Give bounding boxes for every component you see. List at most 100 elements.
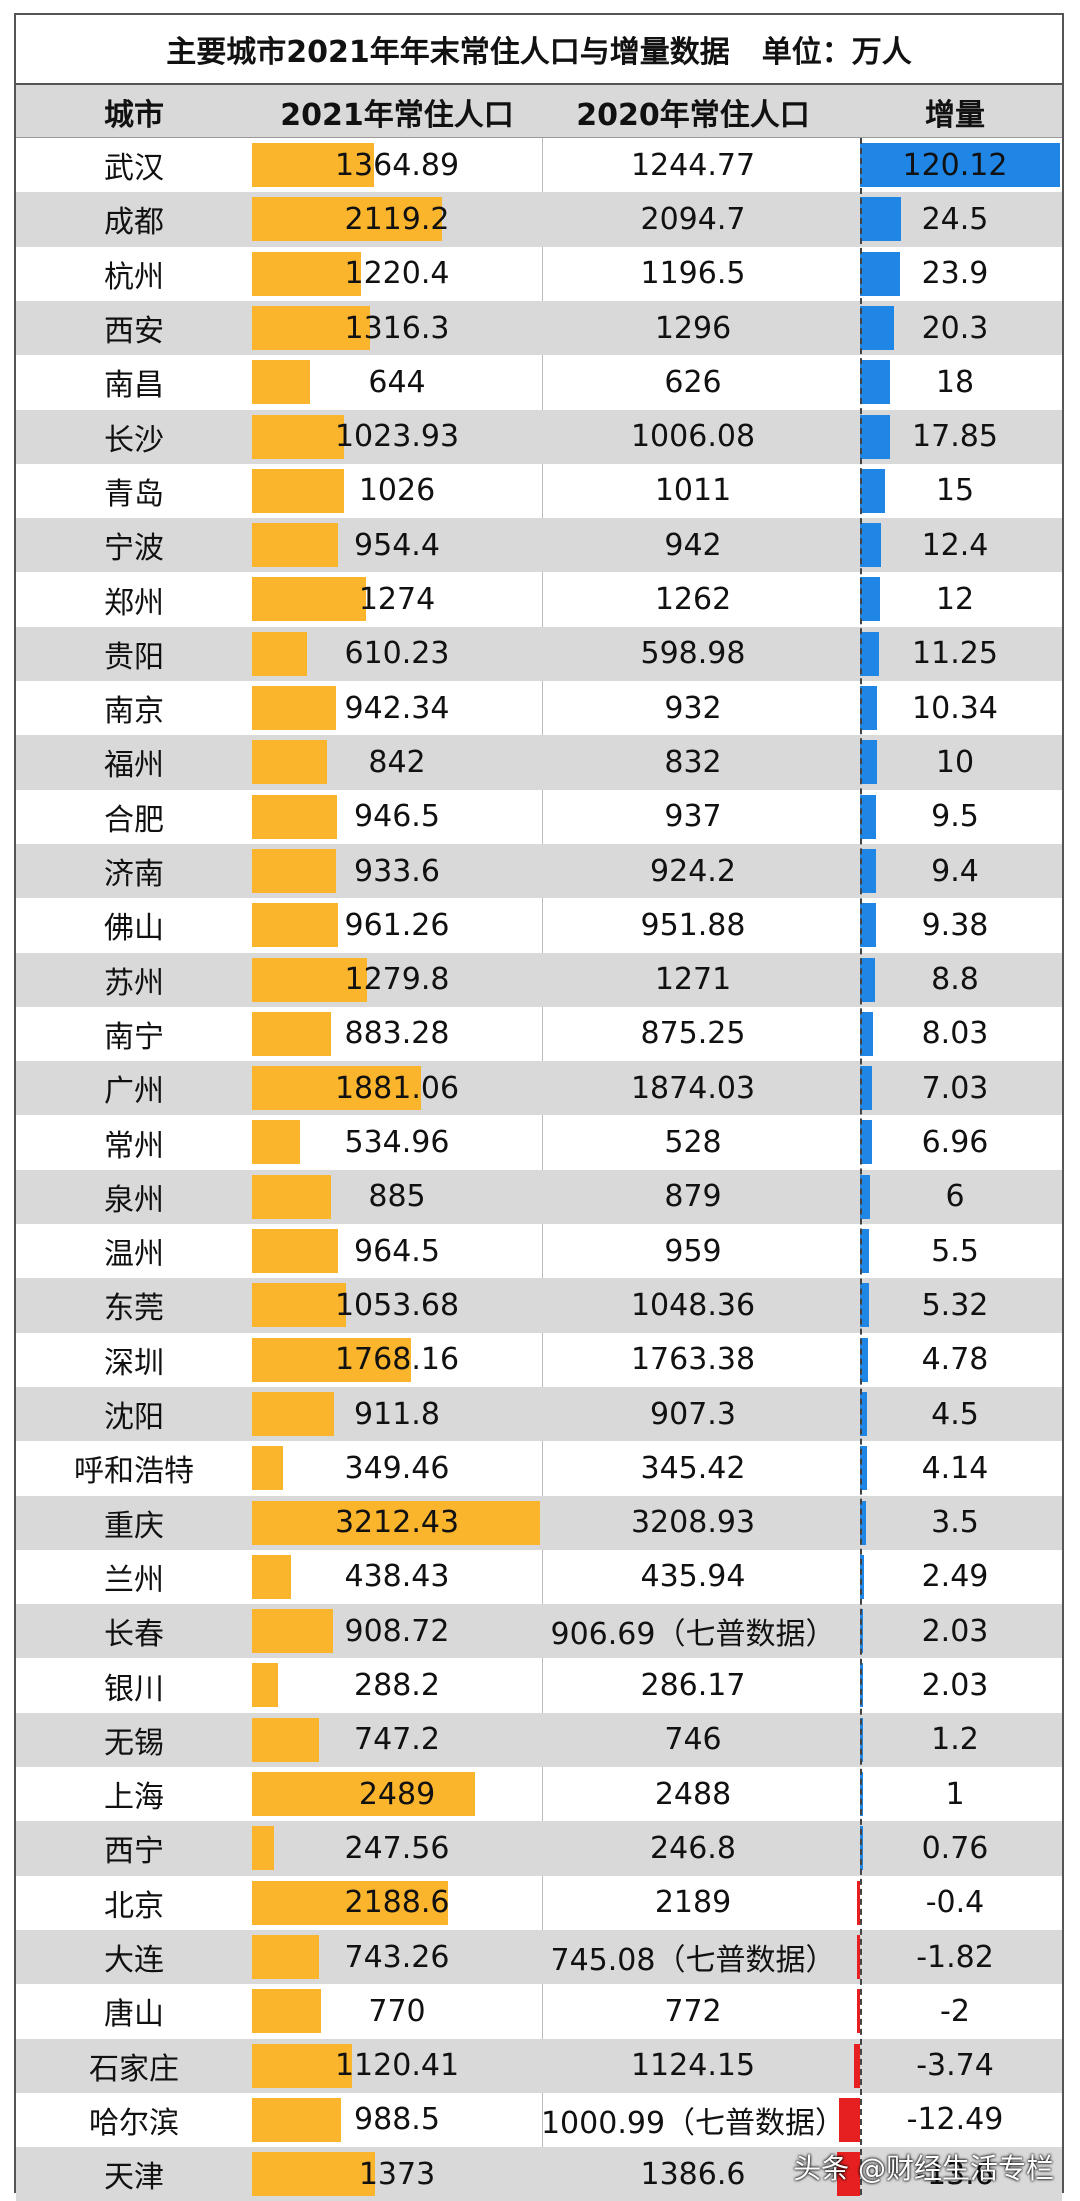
pop2021-cell: 247.56 [344, 1830, 450, 1866]
pop2021-cell: 2188.6 [344, 1885, 450, 1921]
pop2021-cell: 349.46 [344, 1450, 450, 1486]
table-row: 无锡 747.2 746 1.2 [16, 1712, 1062, 1767]
city-cell: 南昌 [104, 368, 164, 404]
increase-cell: 12 [935, 582, 975, 618]
increase-cell: 9.5 [931, 799, 979, 835]
table-row: 西安 1316.3 1296 20.3 [16, 300, 1062, 356]
unit-text: 单位：万人 [761, 35, 912, 70]
city-cell: 重庆 [104, 1508, 164, 1544]
pop2020-cell: 959 [664, 1233, 722, 1269]
pop2020-cell: 745.08（七普数据） [550, 1943, 836, 1979]
increase-cell: 7.03 [921, 1070, 989, 1106]
increase-bar [860, 1500, 866, 1545]
pop2020-cell: 1006.08 [630, 419, 756, 455]
city-cell: 西宁 [104, 1834, 164, 1870]
pop2021-cell: 1274 [358, 582, 436, 618]
table-row: 西宁 247.56 246.8 0.76 [16, 1821, 1062, 1876]
pop2021-cell: 1023.93 [334, 419, 460, 455]
pop2021-bar [252, 794, 337, 839]
increase-bar [860, 251, 900, 296]
table-row: 长春 908.72 906.69（七普数据） 2.03 [16, 1604, 1062, 1659]
pop2020-cell: 598.98 [640, 636, 746, 672]
table-row: 杭州 1220.4 1196.5 23.9 [16, 247, 1062, 301]
increase-cell: 2.03 [921, 1668, 989, 1704]
header-increase: 增量 [925, 97, 985, 133]
table-row: 天津 1373 1386.6 -13.6 [16, 2147, 1062, 2201]
table-row: 沈阳 911.8 907.3 4.5 [16, 1386, 1062, 1442]
title-text: 主要城市2021年年末常住人口与增量数据 [166, 35, 730, 70]
table-row: 上海 2489 2488 1 [16, 1767, 1062, 1821]
pop2021-bar [252, 523, 338, 568]
increase-cell: 3.5 [931, 1505, 979, 1541]
table-row: 佛山 961.26 951.88 9.38 [16, 898, 1062, 952]
pop2021-bar [252, 1717, 319, 1762]
pop2020-cell: 746 [664, 1722, 722, 1758]
increase-cell: 10 [935, 744, 975, 780]
pop2020-cell: 1874.03 [630, 1070, 756, 1106]
table-row: 福州 842 832 10 [16, 735, 1062, 790]
increase-bar [860, 903, 876, 948]
table-row: 哈尔滨 988.5 1000.99（七普数据） -12.49 [16, 2093, 1062, 2147]
increase-bar [857, 1880, 860, 1925]
increase-cell: 12.4 [921, 527, 989, 563]
pop2021-bar [252, 251, 362, 296]
pop2021-cell: 1373 [358, 2156, 436, 2192]
pop2020-cell: 879 [664, 1179, 722, 1215]
pop2020-cell: 1296 [654, 310, 732, 346]
pop2021-cell: 961.26 [344, 907, 450, 943]
pop2021-bar [252, 1989, 322, 2034]
pop2021-bar [252, 1229, 339, 1273]
increase-cell: 6 [945, 1179, 965, 1215]
increase-bar [860, 1229, 870, 1273]
pop2021-bar [252, 1772, 476, 1816]
city-cell: 银川 [104, 1671, 164, 1707]
pop2021-cell: 743.26 [344, 1939, 450, 1975]
increase-cell: 8.03 [921, 1016, 989, 1052]
city-cell: 贵阳 [104, 639, 164, 675]
increase-bar [860, 740, 877, 785]
pop2021-bar [252, 1391, 334, 1436]
table-row: 长沙 1023.93 1006.08 17.85 [16, 409, 1062, 464]
pop2020-cell: 1196.5 [640, 256, 746, 292]
city-cell: 福州 [104, 748, 164, 784]
increase-bar [860, 1391, 868, 1436]
pop2021-cell: 438.43 [344, 1559, 450, 1595]
table-row: 武汉 1364.89 1244.77 120.12 [16, 138, 1062, 192]
increase-cell: 17.85 [912, 419, 998, 455]
table-row: 南昌 644 626 18 [16, 355, 1062, 409]
increase-bar [853, 2043, 860, 2088]
increase-cell: 120.12 [902, 147, 1008, 183]
increase-cell: 9.4 [931, 853, 979, 889]
pop2021-cell: 1316.3 [344, 310, 450, 346]
pop2020-cell: 932 [664, 690, 722, 726]
pop2021-cell: 644 [368, 364, 426, 400]
pop2020-cell: 626 [664, 364, 722, 400]
pop2021-cell: 911.8 [354, 1396, 440, 1432]
header-pop2021: 2021年常住人口 [280, 97, 514, 133]
city-cell: 天津 [104, 2160, 164, 2196]
pop2021-bar [252, 577, 367, 622]
increase-bar [860, 143, 1060, 187]
pop2020-cell: 1011 [654, 473, 732, 509]
table-row: 贵阳 610.23 598.98 11.25 [16, 626, 1062, 681]
pop2021-bar [252, 1174, 332, 1219]
pop2021-bar [252, 2097, 341, 2142]
pop2020-cell: 1763.38 [630, 1342, 756, 1378]
city-cell: 广州 [104, 1074, 164, 1110]
pop2020-cell: 2094.7 [640, 201, 746, 237]
increase-bar [860, 848, 876, 893]
increase-cell: 9.38 [921, 907, 989, 943]
pop2020-cell: 1124.15 [630, 2048, 756, 2084]
increase-cell: 4.14 [921, 1450, 989, 1486]
city-cell: 宁波 [104, 531, 164, 567]
watermark: 头条 @财经生活专栏 [793, 2152, 1054, 2185]
column-separator [542, 138, 543, 2195]
city-cell: 合肥 [104, 802, 164, 838]
table-row: 温州 964.5 959 5.5 [16, 1224, 1062, 1278]
increase-bar [860, 1120, 872, 1165]
increase-cell: 8.8 [931, 962, 979, 998]
city-cell: 长春 [104, 1617, 164, 1653]
increase-cell: 1.2 [931, 1722, 979, 1758]
pop2021-bar [252, 1283, 347, 1328]
pop2021-bar [252, 1500, 540, 1545]
